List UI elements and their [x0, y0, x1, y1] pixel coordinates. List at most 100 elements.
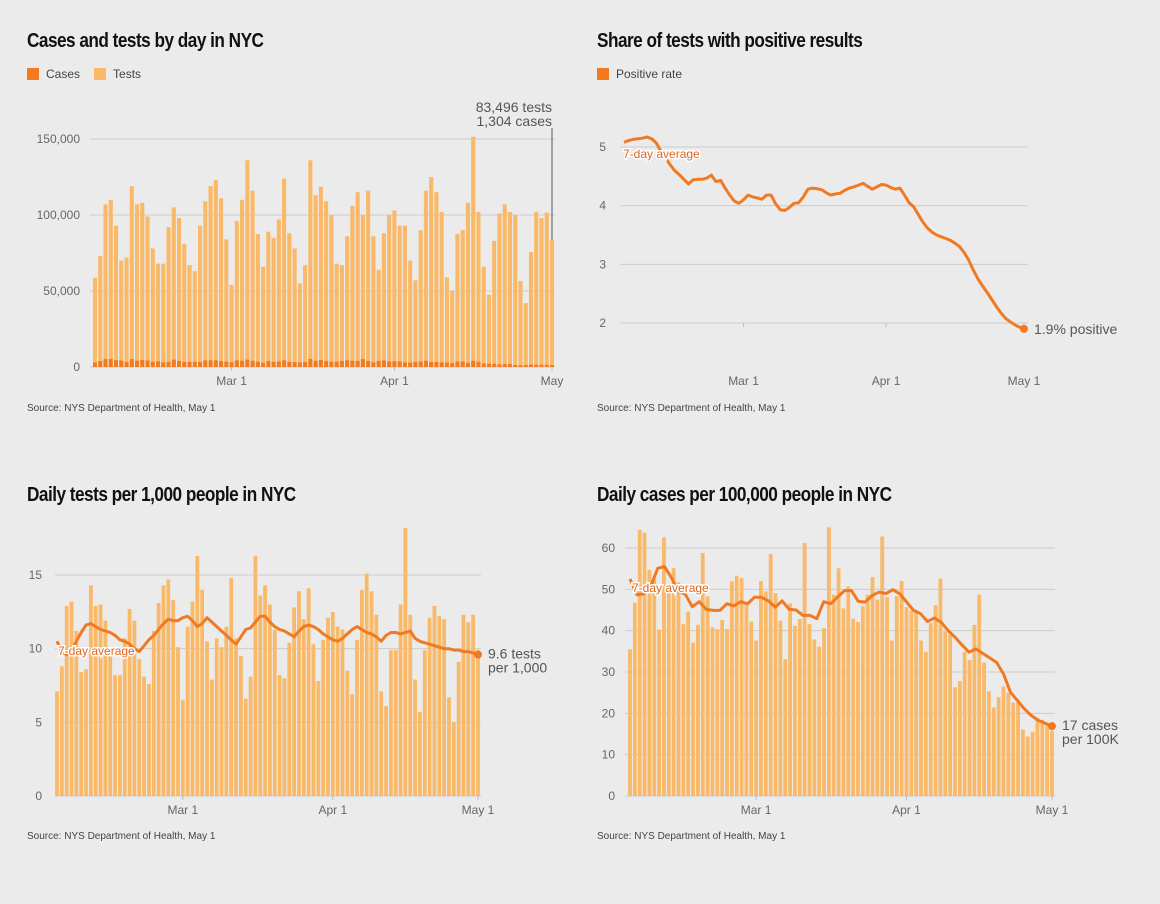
bar-cases — [402, 362, 407, 367]
bar-daily — [1045, 723, 1050, 796]
bar-tests — [161, 263, 166, 367]
bar-cases — [523, 365, 528, 367]
bar-daily — [647, 569, 652, 796]
bar-daily — [899, 581, 904, 796]
bar-daily — [948, 634, 953, 796]
bar-tests — [292, 248, 297, 367]
bar-daily — [982, 662, 986, 796]
bar-daily — [763, 591, 768, 796]
bar-daily — [715, 629, 720, 796]
bar-tests — [402, 225, 407, 367]
source-note-1: Source: NYS Department of Health, May 1 — [27, 403, 216, 414]
bar-daily — [729, 581, 734, 796]
bar-daily — [652, 579, 657, 796]
bar-daily — [812, 639, 817, 796]
bar-tests — [318, 186, 323, 367]
bar-cases — [539, 364, 544, 367]
bar-daily — [720, 619, 725, 796]
bar-cases — [376, 360, 381, 367]
x-tick-label: May 1 — [1036, 803, 1069, 817]
bar-cases — [261, 362, 266, 367]
bar-cases — [429, 361, 434, 367]
bar-cases — [98, 361, 103, 367]
bar-daily — [691, 642, 695, 796]
bar-daily — [657, 629, 661, 796]
bar-daily — [437, 616, 442, 796]
bar-tests — [213, 180, 218, 367]
bar-daily — [461, 614, 466, 796]
bar-cases — [329, 361, 334, 367]
bar-cases — [198, 361, 203, 367]
bar-cases — [381, 360, 386, 367]
bar-cases — [460, 361, 465, 367]
source-note-2: Source: NYS Department of Health, May 1 — [597, 403, 786, 414]
bar-tests — [250, 190, 255, 367]
bar-daily — [209, 679, 214, 796]
y-tick-label: 2 — [599, 316, 606, 330]
bar-daily — [403, 527, 408, 796]
bar-daily — [953, 687, 957, 796]
bar-daily — [841, 608, 846, 796]
bar-tests — [166, 227, 171, 367]
bar-daily — [666, 590, 671, 796]
bar-daily — [340, 629, 345, 796]
bar-daily — [151, 630, 156, 796]
bar-tests — [98, 256, 103, 367]
bar-daily — [214, 638, 219, 796]
seven-day-average-line — [55, 614, 479, 657]
bar-cases — [497, 364, 502, 367]
bar-daily — [142, 676, 146, 796]
bar-daily — [686, 611, 691, 796]
bar-cases — [413, 361, 418, 367]
bar-tests — [219, 198, 224, 367]
bar-tests — [523, 303, 528, 367]
bar-daily — [860, 606, 865, 796]
bar-daily — [451, 722, 456, 796]
bar-daily — [865, 594, 870, 796]
bar-tests — [203, 201, 208, 367]
bar-tests — [418, 230, 423, 367]
bar-cases — [423, 360, 428, 367]
series-label-7-day-average: 7-day average — [623, 147, 700, 161]
bar-daily — [870, 576, 875, 796]
bar-cases — [124, 361, 129, 367]
legend-label-tests: Tests — [113, 67, 142, 81]
x-tick-label: Mar 1 — [728, 374, 759, 388]
bar-daily — [205, 641, 209, 796]
legend-label-positive-rate: Positive rate — [616, 67, 683, 81]
bar-daily — [671, 568, 676, 796]
bar-tests — [434, 192, 439, 367]
bar-tests — [198, 225, 203, 367]
bar-daily — [1050, 730, 1054, 796]
bar-daily — [938, 578, 943, 796]
bar-daily — [725, 629, 729, 796]
source-note-4: Source: NYS Department of Health, May 1 — [597, 831, 786, 842]
bar-cases — [255, 361, 260, 367]
series-label-7-day-average: 7-day average — [58, 644, 135, 658]
bar-daily — [987, 691, 991, 796]
bar-daily — [79, 672, 84, 796]
positive-rate-line — [623, 135, 1025, 331]
bar-daily — [754, 640, 759, 796]
bar-tests — [150, 248, 155, 367]
y-tick-label: 4 — [599, 199, 606, 213]
bar-cases — [345, 360, 350, 367]
bar-tests — [313, 195, 318, 367]
bar-cases — [155, 361, 161, 367]
bar-cases — [145, 360, 150, 367]
bar-tests — [450, 291, 455, 367]
annotation-tests: 83,496 tests — [476, 99, 552, 115]
bar-daily — [802, 543, 807, 796]
bar-cases — [366, 360, 371, 367]
bar-daily — [1025, 736, 1030, 796]
bar-cases — [92, 362, 98, 367]
bar-cases — [549, 365, 555, 367]
y-tick-label: 30 — [602, 665, 616, 679]
bar-cases — [176, 360, 182, 367]
bar-tests — [513, 215, 518, 367]
bar-daily — [253, 555, 258, 796]
bar-daily — [238, 656, 243, 796]
bar-tests — [303, 265, 308, 367]
bar-daily — [471, 614, 476, 796]
bar-tests — [124, 257, 129, 367]
